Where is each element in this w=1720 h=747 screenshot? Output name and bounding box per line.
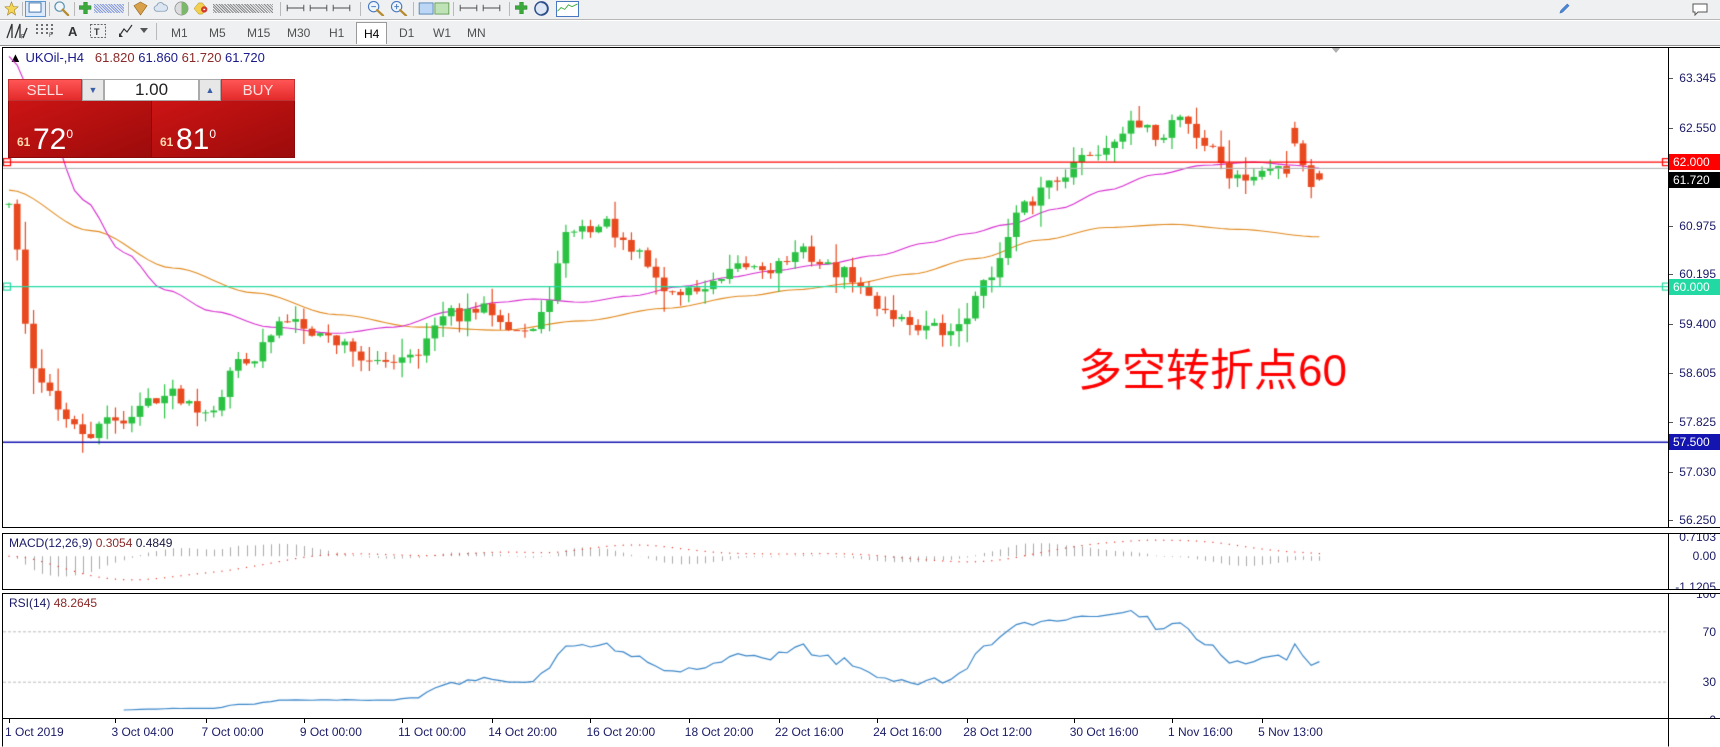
svg-text:F: F	[21, 35, 25, 40]
svg-text:T: T	[94, 27, 100, 37]
svg-text:F: F	[49, 33, 53, 37]
